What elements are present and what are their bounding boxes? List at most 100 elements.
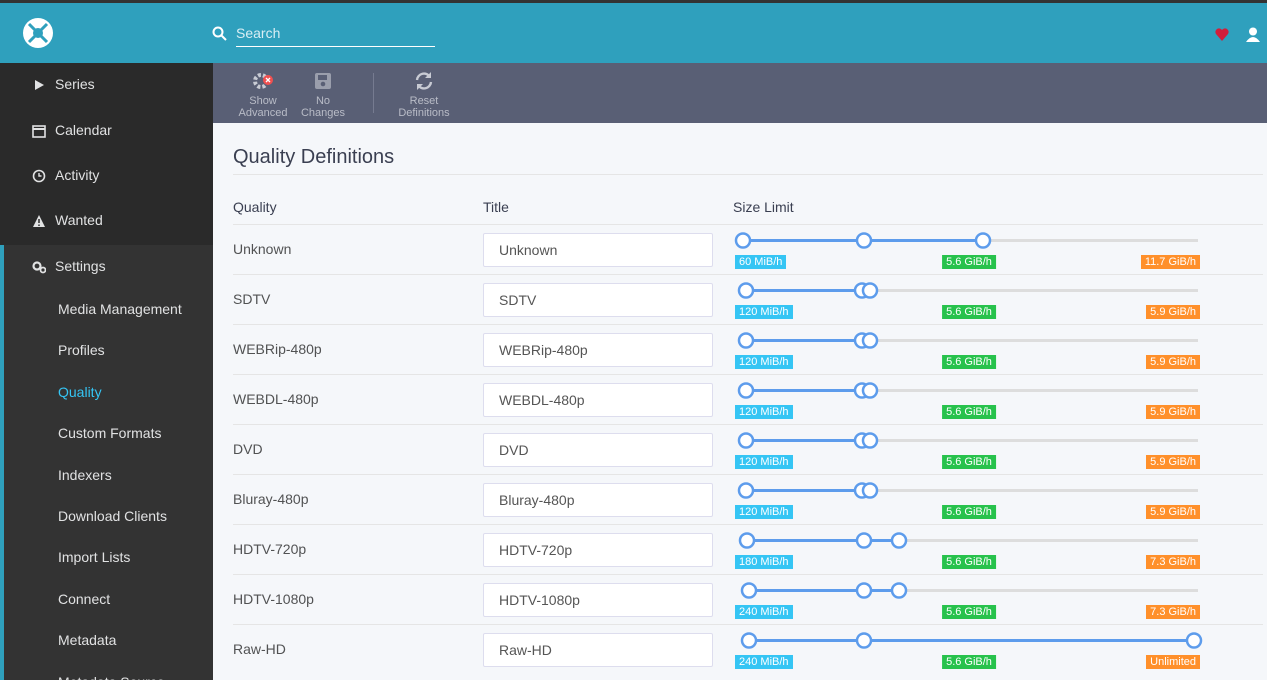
size-slider[interactable]: [733, 475, 1213, 505]
size-slider[interactable]: [733, 275, 1213, 305]
separator: [373, 73, 374, 113]
toolbar-button[interactable]: Show Advanced: [238, 95, 288, 119]
title-input[interactable]: HDTV-1080p: [483, 583, 713, 617]
min-size-label: 120 MiB/h: [735, 355, 793, 369]
search-icon: [212, 26, 227, 41]
size-slider[interactable]: [733, 425, 1213, 455]
min-size-label: 60 MiB/h: [735, 255, 787, 269]
quality-name: Raw-HD: [233, 641, 286, 657]
min-size-label: 120 MiB/h: [735, 305, 793, 319]
divider: [233, 174, 1263, 175]
nav-item[interactable]: Activity: [55, 167, 100, 183]
title-input[interactable]: Unknown: [483, 233, 713, 267]
size-slider[interactable]: [733, 525, 1213, 555]
toolbar-button[interactable]: Reset Definitions: [398, 95, 450, 119]
max-size-label: 5.9 GiB/h: [1146, 305, 1200, 319]
nav-icon: [33, 215, 45, 227]
quality-name: HDTV-1080p: [233, 591, 314, 607]
title-input[interactable]: SDTV: [483, 283, 713, 317]
column-header: Size Limit: [733, 199, 794, 215]
max-size-label: 5.9 GiB/h: [1146, 455, 1200, 469]
sub-nav-item[interactable]: Indexers: [58, 466, 112, 483]
max-size-label: 7.3 GiB/h: [1146, 605, 1200, 619]
preferred-size-label: 5.6 GiB/h: [942, 555, 996, 569]
header: Search: [0, 0, 1267, 63]
preferred-size-label: 5.6 GiB/h: [942, 505, 996, 519]
max-size-label: 7.3 GiB/h: [1146, 555, 1200, 569]
title-input[interactable]: WEBDL-480p: [483, 383, 713, 417]
quality-row: SDTV SDTV 120 MiB/h 5.6 GiB/h 5.9 GiB/h: [233, 274, 1263, 324]
sidebar: Series Calendar Activity Wanted Settings Medi…: [0, 63, 213, 680]
page-title: Quality Definitions: [233, 146, 395, 168]
nav-icon: [32, 125, 46, 138]
title-input[interactable]: Bluray-480p: [483, 483, 713, 517]
settings-section: [4, 245, 213, 680]
quality-name: HDTV-720p: [233, 541, 307, 557]
toolbar-icon: [315, 73, 331, 89]
min-size-label: 180 MiB/h: [735, 555, 793, 569]
quality-row: WEBRip-480p WEBRip-480p 120 MiB/h 5.6 GiB/h…: [233, 324, 1263, 374]
min-size-label: 240 MiB/h: [735, 655, 793, 669]
size-slider[interactable]: [733, 325, 1213, 355]
max-size-label: 5.9 GiB/h: [1146, 355, 1200, 369]
column-header: Title: [483, 199, 509, 215]
nav-icon: [32, 261, 46, 274]
quality-name: WEBDL-480p: [233, 391, 319, 407]
sub-nav-item[interactable]: Connect: [58, 590, 111, 607]
title-input[interactable]: DVD: [483, 433, 713, 467]
size-slider[interactable]: [733, 625, 1213, 655]
nav-item[interactable]: Wanted: [55, 212, 103, 228]
min-size-label: 120 MiB/h: [735, 405, 793, 419]
logo[interactable]: [21, 17, 57, 53]
sub-nav-item[interactable]: Download Clients: [58, 508, 167, 524]
size-slider[interactable]: [733, 375, 1213, 405]
title-input[interactable]: WEBRip-480p: [483, 333, 713, 367]
preferred-size-label: 5.6 GiB/h: [942, 255, 996, 269]
quality-row: Raw-HD Raw-HD 240 MiB/h 5.6 GiB/h Unlimited: [233, 624, 1263, 674]
toolbar-icon: [415, 72, 433, 90]
size-slider[interactable]: [733, 225, 1213, 255]
nav-icon: [35, 80, 44, 90]
nav-icon: [32, 169, 46, 183]
max-size-label: Unlimited: [1146, 655, 1200, 669]
toolbar: Show Advanced No Changes Reset Definitions: [213, 63, 1267, 123]
nav-item[interactable]: Series: [55, 76, 95, 92]
preferred-size-label: 5.6 GiB/h: [942, 655, 996, 669]
sub-nav-item[interactable]: Media Management: [58, 301, 182, 317]
title-input[interactable]: HDTV-720p: [483, 533, 713, 567]
preferred-size-label: 5.6 GiB/h: [942, 305, 996, 319]
quality-name: Unknown: [233, 241, 292, 257]
quality-name: Bluray-480p: [233, 491, 309, 507]
quality-name: WEBRip-480p: [233, 341, 322, 357]
toolbar-button[interactable]: No Changes: [300, 95, 346, 119]
quality-row: DVD DVD 120 MiB/h 5.6 GiB/h 5.9 GiB/h: [233, 424, 1263, 474]
quality-row: HDTV-720p HDTV-720p 180 MiB/h 5.6 GiB/h 7.3 …: [233, 524, 1263, 574]
max-size-label: 5.9 GiB/h: [1146, 505, 1200, 519]
nav-item[interactable]: Settings: [55, 258, 106, 274]
size-slider[interactable]: [733, 575, 1213, 605]
min-size-label: 120 MiB/h: [735, 505, 793, 519]
quality-row: WEBDL-480p WEBDL-480p 120 MiB/h 5.6 GiB/h 5.…: [233, 374, 1263, 424]
sub-nav-item[interactable]: Metadata Source: [58, 674, 165, 680]
min-size-label: 120 MiB/h: [735, 455, 793, 469]
sub-nav-item[interactable]: Quality: [58, 383, 102, 400]
search-input[interactable]: Search: [236, 25, 435, 47]
user-icon[interactable]: [1245, 27, 1261, 43]
quality-row: Unknown Unknown 60 MiB/h 5.6 GiB/h 11.7 GiB/…: [233, 224, 1263, 274]
sub-nav-item[interactable]: Metadata: [58, 632, 117, 649]
sub-nav-item[interactable]: Import Lists: [58, 549, 131, 566]
quality-row: Bluray-480p Bluray-480p 120 MiB/h 5.6 GiB/h…: [233, 474, 1263, 524]
title-input[interactable]: Raw-HD: [483, 633, 713, 667]
preferred-size-label: 5.6 GiB/h: [942, 355, 996, 369]
donate-icon[interactable]: [1215, 28, 1231, 42]
nav-item[interactable]: Calendar: [55, 122, 112, 138]
preferred-size-label: 5.6 GiB/h: [942, 455, 996, 469]
preferred-size-label: 5.6 GiB/h: [942, 405, 996, 419]
min-size-label: 240 MiB/h: [735, 605, 793, 619]
sub-nav-item[interactable]: Profiles: [58, 342, 105, 359]
sub-nav-item[interactable]: Custom Formats: [58, 425, 162, 442]
quality-name: DVD: [233, 441, 263, 457]
toolbar-icon: [253, 73, 273, 89]
quality-row: HDTV-1080p HDTV-1080p 240 MiB/h 5.6 GiB/h 7.…: [233, 574, 1263, 624]
